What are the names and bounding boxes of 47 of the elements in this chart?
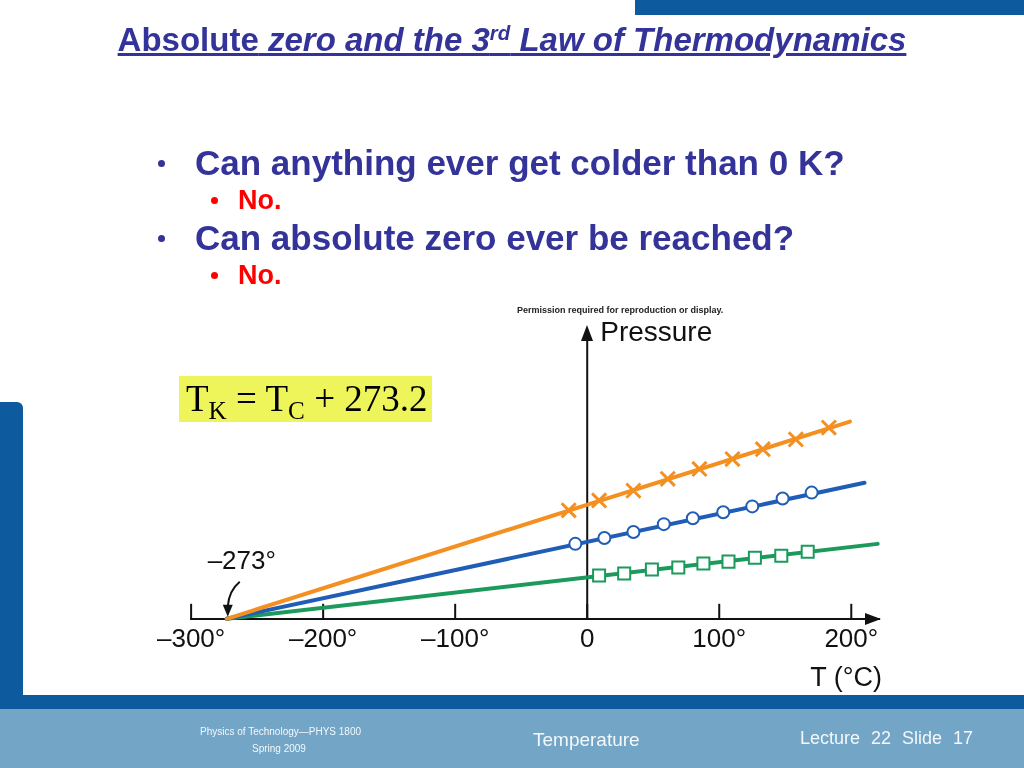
point	[747, 550, 762, 565]
point	[624, 482, 642, 500]
point	[560, 501, 578, 519]
text: Spring 2009	[252, 743, 306, 755]
point	[696, 556, 711, 571]
text: Lecture 22 Slide 17	[800, 728, 974, 749]
annotation: T$_{K}$ = T$_{C}$ + 273.2	[179, 376, 432, 425]
annotation: –273°	[207, 544, 276, 575]
point	[659, 470, 677, 488]
text: No.	[238, 184, 282, 217]
point	[774, 548, 789, 563]
x-tick-label: 200°	[824, 622, 879, 653]
point	[592, 568, 607, 583]
x-axis-title: T (°C)	[810, 662, 882, 693]
point	[590, 491, 608, 510]
point	[754, 440, 772, 458]
x-tick-label: –200°	[289, 622, 358, 653]
y-axis-title: Pressure	[600, 315, 713, 347]
point	[787, 430, 805, 448]
point	[804, 485, 819, 500]
text: Physics of Technology—PHYS 1800	[200, 726, 362, 738]
point	[745, 499, 760, 514]
chart-title: Absolute zero and the 3$^{rd}$ Law of Thermodynamics	[117, 20, 907, 58]
x-tick-label: 100°	[692, 622, 747, 653]
text: Temperature	[533, 729, 640, 751]
point	[800, 544, 815, 559]
point	[671, 560, 686, 575]
x-tick-label: –100°	[421, 622, 490, 653]
point	[644, 562, 659, 577]
point	[721, 554, 736, 569]
x-tick-label: 0	[579, 622, 595, 653]
point	[820, 418, 838, 437]
text: Can absolute zero ever be reached?	[195, 217, 795, 259]
point	[723, 450, 742, 468]
point	[690, 460, 709, 478]
point	[716, 505, 731, 520]
point	[568, 536, 583, 551]
x-tick-label: –300°	[156, 622, 226, 653]
point	[685, 511, 700, 526]
point	[617, 566, 632, 581]
text: No.	[238, 259, 282, 292]
point	[656, 517, 671, 532]
text: Can anything ever get colder than 0 K?	[195, 142, 845, 184]
point	[775, 491, 790, 506]
point	[626, 525, 641, 540]
text: Permission required for reproduction or display.	[517, 305, 724, 316]
point	[597, 530, 612, 545]
